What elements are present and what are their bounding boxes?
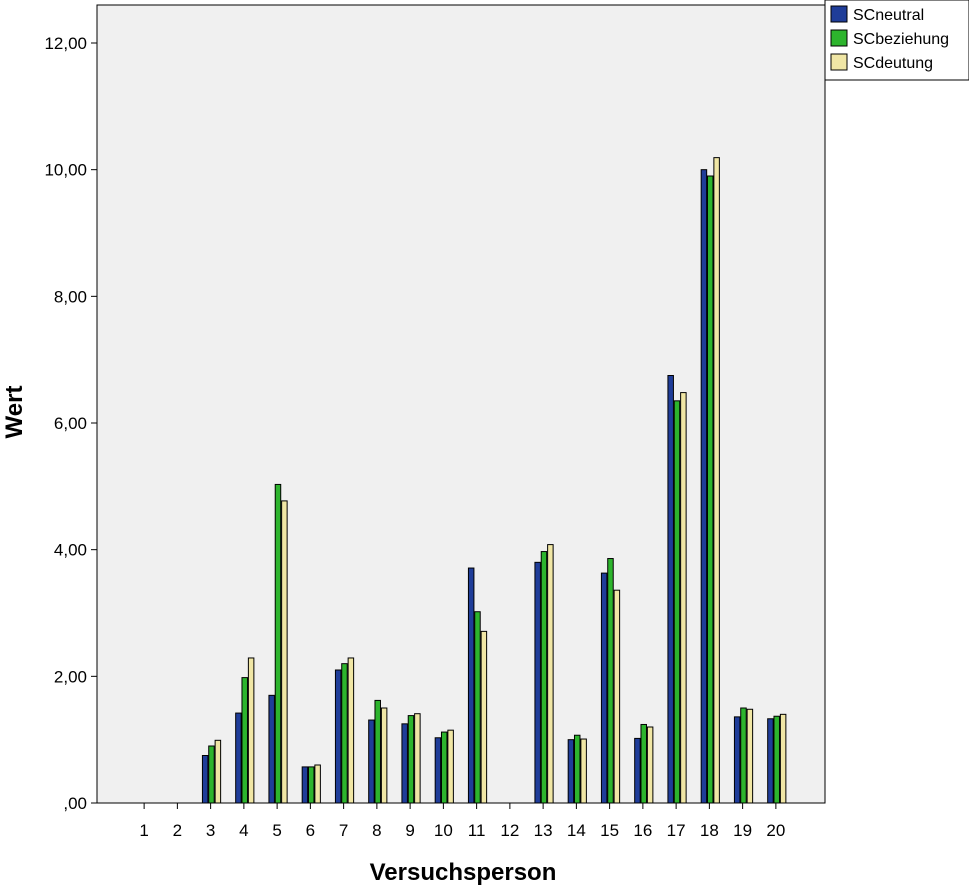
- bar-scneutral-7: [334, 669, 342, 804]
- bar-scdeutung-15: [613, 589, 621, 804]
- bar-scbeziehung-9: [407, 715, 415, 804]
- bar-scbeziehung-17: [673, 400, 681, 804]
- bar-scneutral-15: [600, 572, 608, 804]
- x-tick-label: 7: [339, 821, 348, 840]
- bar-scneutral-13: [534, 561, 541, 804]
- bar-scbeziehung-4: [241, 677, 248, 804]
- bar-scdeutung-20: [779, 713, 787, 804]
- x-axis-title: Versuchsperson: [370, 859, 557, 886]
- bar-scdeutung-10: [447, 729, 454, 804]
- bar-scdeutung-16: [646, 726, 654, 804]
- bar-scneutral-16: [634, 737, 641, 804]
- x-tick-label: 12: [500, 821, 519, 840]
- bar-scbeziehung-6: [307, 766, 315, 804]
- x-tick-label: 1: [139, 821, 148, 840]
- x-tick-label: 15: [600, 821, 619, 840]
- x-tick-label: 17: [667, 821, 686, 840]
- bar-scdeutung-4: [247, 657, 255, 804]
- legend-label-scneutral: SCneutral: [853, 7, 924, 24]
- y-tick-label: 6,00: [54, 414, 87, 433]
- bar-scbeziehung-3: [208, 745, 215, 804]
- bar-scdeutung-6: [314, 764, 321, 804]
- bars-group: [201, 157, 787, 804]
- y-tick-label: 8,00: [54, 287, 87, 306]
- bar-scdeutung-5: [281, 500, 288, 804]
- bar-scbeziehung-16: [640, 723, 647, 804]
- legend-label-scdeutung: SCdeutung: [853, 55, 933, 72]
- legend-box: [824, 0, 969, 81]
- bar-scbeziehung-14: [573, 734, 581, 804]
- bar-scneutral-10: [434, 737, 442, 804]
- x-tick-label: 3: [206, 821, 215, 840]
- legend-label-scbeziehung: SCbeziehung: [853, 31, 949, 48]
- x-tick-label: 9: [405, 821, 414, 840]
- y-tick-label: 2,00: [54, 667, 87, 686]
- x-tick-label: 10: [434, 821, 453, 840]
- bar-scneutral-4: [235, 712, 242, 804]
- x-tick-label: 20: [766, 821, 785, 840]
- bar-scneutral-11: [467, 567, 475, 804]
- bar-scneutral-19: [733, 716, 741, 804]
- x-tick-label: 8: [372, 821, 381, 840]
- legend-swatch-scdeutung: [830, 53, 848, 71]
- bar-scneutral-20: [767, 718, 774, 804]
- y-tick-label: 4,00: [54, 541, 87, 560]
- bar-scneutral-18: [700, 169, 708, 804]
- bar-scneutral-3: [201, 755, 209, 804]
- bar-scneutral-6: [301, 766, 309, 804]
- bar-scneutral-17: [667, 375, 674, 804]
- bar-scbeziehung-8: [374, 699, 381, 804]
- y-axis: ,00 2,00 4,00 6,00 8,00 10,00 12,00: [44, 34, 97, 813]
- y-tick-label: ,00: [63, 794, 87, 813]
- x-tick-label: 4: [239, 821, 248, 840]
- bar-scdeutung-14: [580, 738, 587, 804]
- bar-scneutral-14: [567, 739, 575, 804]
- bar-scdeutung-11: [480, 630, 488, 804]
- bar-scdeutung-8: [380, 707, 388, 804]
- bar-scneutral-9: [401, 723, 408, 804]
- bar-scbeziehung-10: [440, 731, 448, 804]
- legend-swatch-scbeziehung: [830, 29, 848, 47]
- bar-scdeutung-7: [347, 657, 355, 804]
- y-tick-label: 12,00: [44, 34, 87, 53]
- bar-scdeutung-3: [214, 739, 222, 804]
- bar-scbeziehung-20: [773, 715, 780, 804]
- bar-scbeziehung-18: [706, 175, 714, 804]
- bar-scbeziehung-15: [607, 558, 614, 804]
- legend-swatch-scneutral: [830, 5, 848, 23]
- bar-scdeutung-18: [713, 157, 720, 804]
- bar-scbeziehung-13: [540, 551, 548, 804]
- bar-scbeziehung-11: [474, 611, 481, 804]
- bar-scbeziehung-5: [274, 483, 282, 804]
- y-tick-label: 10,00: [44, 161, 87, 180]
- bar-scdeutung-9: [414, 713, 421, 804]
- x-axis: 1 2 3 4 5 6 7 8 9 10 11 12 13 14 15 16 17 18 19 20: [139, 803, 785, 840]
- x-tick-label: 2: [173, 821, 182, 840]
- x-tick-label: 6: [306, 821, 315, 840]
- bar-scbeziehung-7: [341, 663, 348, 804]
- x-tick-label: 18: [700, 821, 719, 840]
- bar-scdeutung-19: [746, 708, 754, 804]
- bar-scneutral-8: [368, 719, 375, 804]
- y-axis-title: Wert: [1, 386, 28, 439]
- bar-scdeutung-13: [547, 544, 554, 804]
- bar-scneutral-5: [268, 694, 275, 804]
- bar-scdeutung-17: [680, 392, 687, 804]
- legend: SCneutral SCbeziehung SCdeutung: [824, 0, 969, 81]
- x-tick-label: 14: [567, 821, 586, 840]
- x-tick-label: 5: [272, 821, 281, 840]
- bar-scbeziehung-19: [740, 707, 747, 804]
- x-tick-label: 19: [733, 821, 752, 840]
- x-tick-label: 16: [633, 821, 652, 840]
- x-tick-label: 13: [534, 821, 553, 840]
- x-tick-label: 11: [468, 821, 486, 840]
